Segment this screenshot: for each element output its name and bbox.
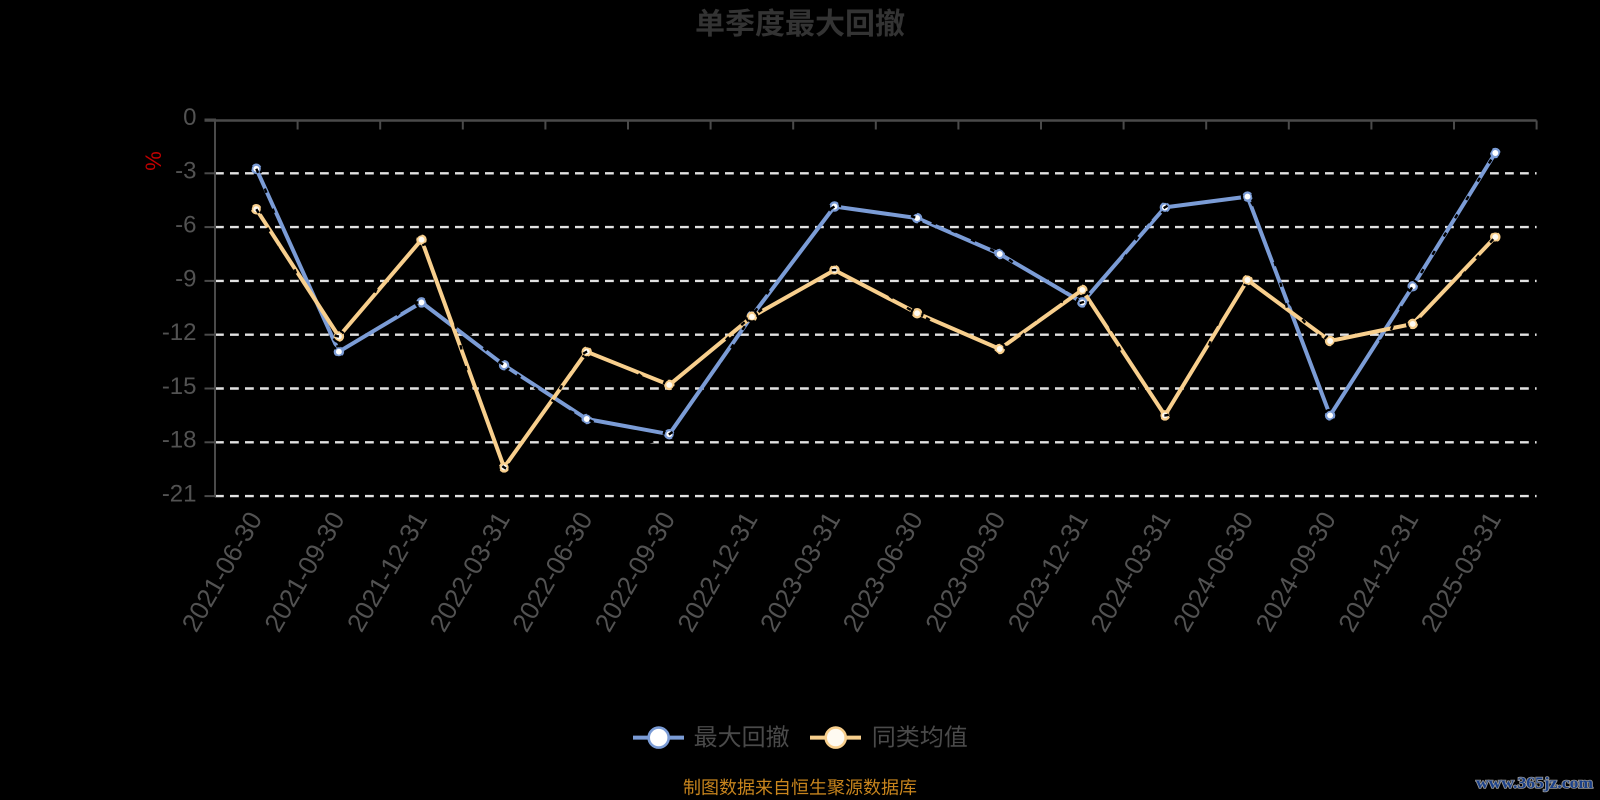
svg-text:0: 0 bbox=[183, 104, 196, 131]
svg-text:www.365jz.com: www.365jz.com bbox=[1476, 775, 1593, 792]
svg-text:-6: -6 bbox=[175, 212, 196, 239]
svg-text:-21: -21 bbox=[162, 481, 197, 508]
svg-text:-3: -3 bbox=[175, 158, 196, 185]
svg-text:-9: -9 bbox=[175, 265, 196, 292]
svg-text:-18: -18 bbox=[162, 427, 197, 454]
svg-text:-12: -12 bbox=[162, 319, 197, 346]
svg-text:%: % bbox=[141, 151, 166, 171]
svg-text:-15: -15 bbox=[162, 373, 197, 400]
